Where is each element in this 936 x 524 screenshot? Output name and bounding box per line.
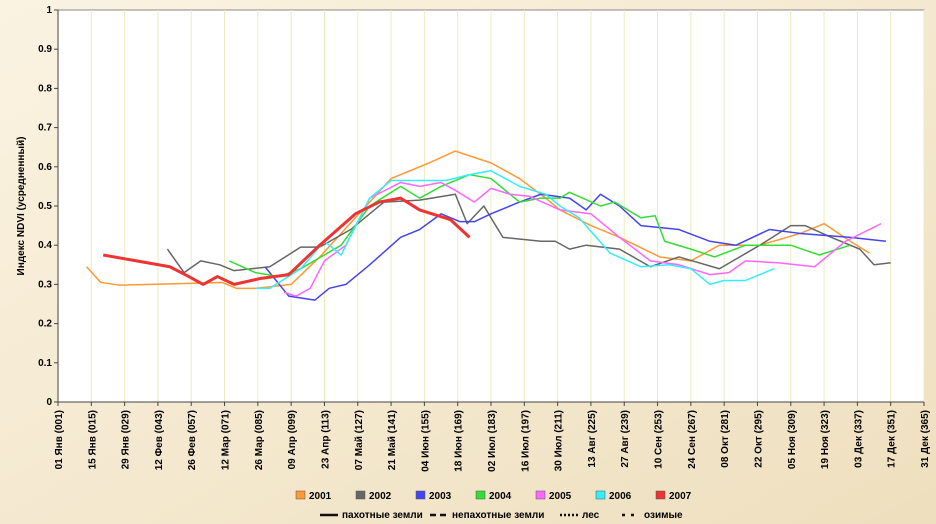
legend-swatch [415, 490, 426, 500]
legend-label: 2001 [309, 491, 332, 502]
x-tick-label: 19 Ноя (323) [820, 410, 831, 469]
x-tick-label: 09 Апр (099) [287, 410, 298, 469]
x-tick-label: 22 Окт (295) [753, 410, 764, 468]
series-line [102, 196, 471, 286]
x-tick-label: 07 Май (127) [354, 410, 365, 470]
x-tick-label: 18 Июн (169) [454, 410, 465, 472]
x-tick-label: 30 Июл (211) [554, 410, 565, 471]
x-tick-label: 26 Мар (085) [254, 410, 265, 470]
x-tick-label: 26 Фев (057) [187, 410, 198, 470]
x-tick-label: 02 Июл (183) [487, 410, 498, 472]
legend-swatch [655, 490, 666, 500]
x-tick-label: 13 Авг (225) [587, 410, 598, 468]
x-tick-label: 04 Июн (155) [420, 410, 431, 472]
y-tick-label: 0.4 [38, 240, 52, 251]
y-tick-label: 0.1 [38, 358, 52, 369]
x-tick-label: 17 Дек (351) [887, 410, 898, 468]
y-tick-label: 0 [46, 397, 52, 408]
series-line [264, 193, 887, 301]
legend-label: 2005 [549, 491, 572, 502]
x-tick-label: 10 Сен (253) [654, 410, 665, 469]
series-line [255, 169, 775, 290]
legend-swatch [595, 490, 606, 500]
legend-swatch [295, 490, 306, 500]
x-tick-label: 03 Дек (337) [853, 410, 864, 468]
legend-swatch [535, 490, 546, 500]
y-tick-label: 1 [46, 5, 52, 16]
y-tick-label: 0.9 [38, 44, 52, 55]
x-tick-label: 16 Июл (197) [520, 410, 531, 472]
legend-label: 2004 [489, 491, 512, 502]
x-tick-label: 21 Май (141) [387, 410, 398, 470]
y-tick-label: 0.5 [38, 201, 52, 212]
style-legend-label: лес [582, 510, 600, 521]
legend-swatch [355, 490, 366, 500]
x-tick-label: 15 Янв (015) [87, 410, 98, 469]
y-tick-label: 0.7 [38, 123, 52, 134]
x-tick-label: 12 Мар (071) [221, 410, 232, 470]
y-tick-label: 0.3 [38, 279, 52, 290]
style-legend-label: озимые [644, 510, 683, 521]
y-axis-label: Индекс NDVI (усредненный) [16, 137, 27, 276]
series-line [166, 193, 891, 274]
x-tick-label: 24 Сен (267) [687, 410, 698, 469]
x-tick-label: 08 Окт (281) [720, 410, 731, 468]
x-tick-label: 05 Ноя (309) [787, 410, 798, 469]
x-tick-label: 12 Фев (043) [154, 410, 165, 470]
legend-label: 2002 [369, 491, 392, 502]
x-tick-label: 31 Дек (365) [920, 410, 931, 468]
y-tick-label: 0.2 [38, 319, 52, 330]
x-tick-label: 23 Апр (113) [320, 410, 331, 469]
legend-label: 2006 [609, 491, 632, 502]
y-tick-label: 0.6 [38, 162, 52, 173]
style-legend-label: пахотные земли [342, 510, 423, 521]
x-tick-label: 29 Янв (029) [121, 410, 132, 469]
y-tick-label: 0.8 [38, 83, 52, 94]
x-tick-label: 27 Авг (239) [620, 410, 631, 468]
legend-swatch [475, 490, 486, 500]
style-legend-label: непахотные земли [452, 510, 544, 521]
legend-label: 2003 [429, 491, 452, 502]
x-tick-label: 01 Янв (001) [54, 410, 65, 469]
legend-label: 2007 [669, 491, 692, 502]
